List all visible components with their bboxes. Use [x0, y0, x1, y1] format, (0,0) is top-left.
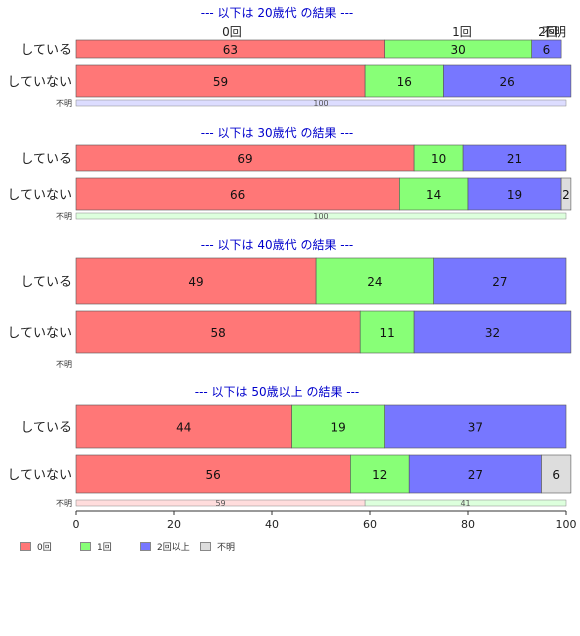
row-label-0-0: している — [20, 43, 72, 58]
bar-0-1-2 — [443, 64, 572, 98]
bar-2-1-2 — [413, 310, 572, 354]
legend-swatch-1 — [80, 542, 91, 551]
bar-value-2-1-0: 58 — [210, 326, 225, 340]
bar-3-1-1 — [350, 454, 410, 494]
bar-value-0-1-2: 26 — [500, 75, 515, 89]
bar-2-0-2 — [433, 257, 567, 305]
bar-3-0-1 — [291, 404, 386, 449]
x-tick-label-0: 0 — [73, 518, 80, 531]
bar-3-1-2 — [408, 454, 542, 494]
bar-value-0-0-2: 6 — [543, 43, 551, 57]
bar-value-3-0-0: 44 — [176, 421, 191, 435]
header-label-3: 不明 — [542, 25, 566, 39]
x-tick-label-2: 40 — [265, 518, 279, 531]
header-label-0: 0回 — [222, 25, 242, 39]
bar-1-1-0 — [75, 177, 400, 211]
unknown-label-2: 不明 — [56, 360, 72, 369]
header-label-1: 1回 — [452, 25, 472, 39]
legend-label-3: 不明 — [217, 543, 236, 553]
bar-value-1-0-2: 21 — [507, 152, 522, 166]
legend: 0回 1回 2回以上 不明 — [20, 540, 260, 553]
row-label-2-1: していない — [7, 326, 72, 341]
legend-swatch-0 — [20, 542, 31, 551]
bar-value-1-0-1: 10 — [431, 152, 446, 166]
x-tick-label-1: 20 — [167, 518, 181, 531]
bar-3-0-2 — [384, 404, 567, 449]
bar-value-3-1-2: 27 — [468, 468, 483, 482]
row-label-1-1: していない — [7, 188, 72, 203]
unknown-value-1-1: 100 — [313, 212, 328, 221]
row-label-0-1: していない — [7, 75, 72, 90]
legend-item-1: 1回 — [80, 540, 140, 553]
legend-item-0: 0回 — [20, 540, 80, 553]
unknown-bar-0-2 — [75, 99, 567, 107]
unknown-bar-3-1 — [364, 499, 567, 507]
bar-value-2-0-2: 27 — [492, 275, 507, 289]
row-label-3-0: している — [20, 421, 72, 436]
bar-0-1-0 — [75, 64, 366, 98]
bar-value-0-1-0: 59 — [213, 75, 228, 89]
bar-value-2-1-2: 32 — [485, 326, 500, 340]
bar-1-1-1 — [399, 177, 469, 211]
unknown-label-0: 不明 — [56, 99, 72, 108]
legend-swatch-2 — [140, 542, 151, 551]
unknown-value-0-2: 100 — [313, 99, 328, 108]
bar-value-0-1-1: 16 — [397, 75, 412, 89]
bar-value-1-0-0: 69 — [237, 152, 252, 166]
legend-label-1: 1回 — [97, 543, 112, 553]
legend-label-2: 2回以上 — [157, 543, 190, 553]
row-label-3-1: していない — [7, 468, 72, 483]
x-tick-label-5: 100 — [556, 518, 577, 531]
bar-value-1-1-1: 14 — [426, 188, 441, 202]
bar-0-1-1 — [364, 64, 444, 98]
bar-2-0-1 — [315, 257, 435, 305]
bar-0-0-2 — [531, 39, 562, 59]
legend-item-2: 2回以上 — [140, 540, 200, 553]
group-title-1: --- 以下は 30歳代 の結果 --- — [201, 126, 354, 140]
bar-value-0-0-0: 63 — [223, 43, 238, 57]
bar-1-0-2 — [462, 144, 567, 172]
bar-3-1-0 — [75, 454, 351, 494]
legend-swatch-3 — [200, 542, 211, 551]
bar-value-1-1-2: 19 — [507, 188, 522, 202]
unknown-value-3-0: 59 — [215, 499, 225, 508]
bar-2-1-0 — [75, 310, 361, 354]
bar-3-0-0 — [75, 404, 292, 449]
header-label-2: 2回 — [538, 25, 558, 39]
bar-value-2-0-1: 24 — [367, 275, 382, 289]
bar-value-2-0-0: 49 — [188, 275, 203, 289]
row-label-2-0: している — [20, 275, 72, 290]
bar-3-1-3 — [541, 454, 572, 494]
bar-value-3-1-3: 6 — [552, 468, 560, 482]
bar-value-1-1-3: 2 — [562, 188, 570, 202]
bar-value-3-0-1: 19 — [331, 421, 346, 435]
row-label-1-0: している — [20, 152, 72, 167]
unknown-label-3: 不明 — [56, 499, 72, 508]
bar-1-0-1 — [413, 144, 464, 172]
bar-value-3-0-2: 37 — [468, 421, 483, 435]
x-tick-label-4: 80 — [461, 518, 475, 531]
group-title-2: --- 以下は 40歳代 の結果 --- — [201, 238, 354, 252]
bar-value-3-1-0: 56 — [206, 468, 221, 482]
unknown-label-1: 不明 — [56, 212, 72, 221]
group-title-0: --- 以下は 20歳代 の結果 --- — [201, 6, 354, 20]
bar-value-0-0-1: 30 — [451, 43, 466, 57]
legend-item-3: 不明 — [200, 540, 260, 553]
bar-2-1-1 — [359, 310, 415, 354]
bar-1-1-3 — [560, 177, 572, 211]
bar-value-3-1-1: 12 — [372, 468, 387, 482]
unknown-bar-1-1 — [75, 212, 567, 220]
x-tick-label-3: 60 — [363, 518, 377, 531]
bar-value-2-1-1: 11 — [380, 326, 395, 340]
unknown-value-3-1: 41 — [460, 499, 470, 508]
legend-label-0: 0回 — [37, 543, 52, 553]
bar-value-1-1-0: 66 — [230, 188, 245, 202]
group-title-3: --- 以下は 50歳以上 の結果 --- — [195, 385, 360, 399]
bar-2-0-0 — [75, 257, 317, 305]
